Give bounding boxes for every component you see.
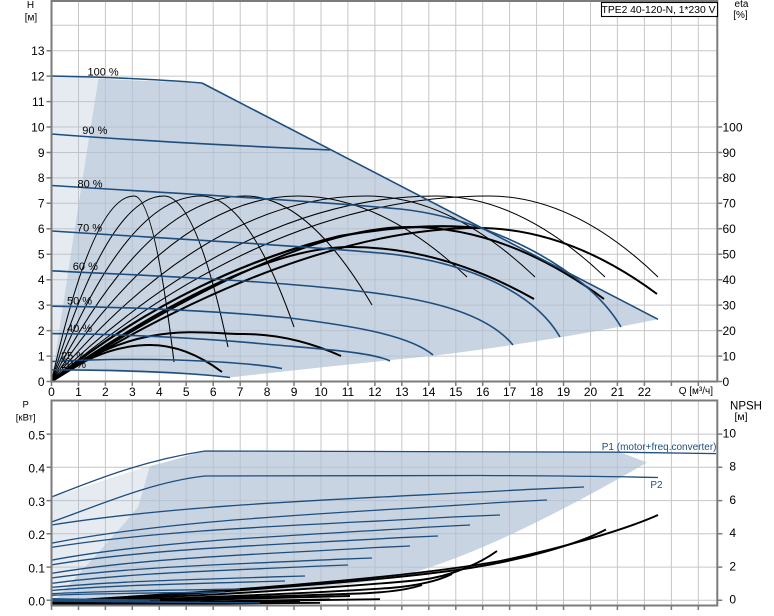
svg-text:8: 8 bbox=[38, 171, 45, 185]
svg-text:60 %: 60 % bbox=[73, 261, 98, 273]
svg-text:40: 40 bbox=[723, 273, 737, 287]
svg-text:16: 16 bbox=[476, 385, 490, 399]
svg-text:P: P bbox=[23, 399, 29, 410]
svg-text:[%]: [%] bbox=[733, 10, 748, 21]
svg-text:90 %: 90 % bbox=[82, 125, 107, 137]
svg-text:0.3: 0.3 bbox=[28, 495, 45, 509]
svg-text:0: 0 bbox=[729, 593, 736, 607]
svg-text:2: 2 bbox=[38, 324, 45, 338]
svg-text:4: 4 bbox=[156, 385, 163, 399]
svg-text:0.1: 0.1 bbox=[28, 561, 45, 575]
svg-text:0.2: 0.2 bbox=[28, 528, 45, 542]
svg-text:8: 8 bbox=[264, 385, 271, 399]
svg-text:25 %: 25 % bbox=[61, 351, 86, 363]
svg-text:9: 9 bbox=[38, 146, 45, 160]
svg-text:2: 2 bbox=[729, 559, 736, 573]
svg-text:12: 12 bbox=[31, 69, 45, 83]
svg-text:7: 7 bbox=[38, 197, 45, 211]
svg-text:14: 14 bbox=[422, 385, 436, 399]
svg-text:90: 90 bbox=[723, 146, 737, 160]
svg-text:H: H bbox=[27, 0, 34, 11]
svg-text:13: 13 bbox=[395, 385, 409, 399]
svg-text:22: 22 bbox=[638, 385, 652, 399]
svg-text:0.5: 0.5 bbox=[28, 428, 45, 442]
svg-text:18: 18 bbox=[530, 385, 544, 399]
svg-text:80: 80 bbox=[723, 171, 737, 185]
svg-text:80 %: 80 % bbox=[78, 178, 103, 190]
svg-text:10: 10 bbox=[31, 120, 45, 134]
svg-text:15: 15 bbox=[449, 385, 463, 399]
svg-text:7: 7 bbox=[237, 385, 244, 399]
svg-text:P2: P2 bbox=[650, 480, 663, 491]
svg-text:60: 60 bbox=[723, 222, 737, 236]
svg-text:19: 19 bbox=[557, 385, 571, 399]
svg-text:P1 (motor+freq.converter): P1 (motor+freq.converter) bbox=[602, 442, 717, 453]
svg-text:4: 4 bbox=[38, 273, 45, 287]
svg-text:11: 11 bbox=[32, 95, 45, 109]
svg-text:100 %: 100 % bbox=[88, 67, 119, 79]
svg-text:100: 100 bbox=[723, 120, 743, 134]
svg-text:20 %: 20 % bbox=[61, 359, 86, 371]
svg-text:NPSH: NPSH bbox=[730, 401, 762, 413]
svg-text:0: 0 bbox=[38, 375, 45, 389]
svg-text:10: 10 bbox=[723, 427, 737, 441]
svg-text:0.4: 0.4 bbox=[28, 462, 45, 476]
svg-text:2: 2 bbox=[102, 385, 109, 399]
svg-text:4: 4 bbox=[729, 526, 736, 540]
svg-text:21: 21 bbox=[611, 385, 625, 399]
svg-text:12: 12 bbox=[368, 385, 382, 399]
svg-text:[кВт]: [кВт] bbox=[16, 412, 36, 423]
svg-text:[м]: [м] bbox=[25, 13, 38, 24]
svg-text:40 %: 40 % bbox=[67, 323, 92, 335]
svg-text:50 %: 50 % bbox=[67, 296, 92, 308]
svg-text:70 %: 70 % bbox=[77, 223, 102, 235]
svg-text:3: 3 bbox=[129, 385, 136, 399]
svg-text:13: 13 bbox=[31, 44, 45, 58]
svg-text:11: 11 bbox=[342, 385, 355, 399]
svg-text:5: 5 bbox=[38, 248, 45, 262]
svg-text:9: 9 bbox=[291, 385, 298, 399]
svg-text:70: 70 bbox=[723, 197, 737, 211]
svg-text:30: 30 bbox=[723, 298, 737, 312]
svg-text:TPE2 40-120-N, 1*230 V: TPE2 40-120-N, 1*230 V bbox=[602, 5, 716, 16]
svg-text:[м]: [м] bbox=[734, 411, 747, 423]
svg-text:10: 10 bbox=[314, 385, 328, 399]
svg-text:10: 10 bbox=[723, 349, 737, 363]
svg-text:eta: eta bbox=[735, 0, 749, 10]
svg-text:5: 5 bbox=[183, 385, 190, 399]
svg-text:1: 1 bbox=[38, 349, 45, 363]
svg-text:17: 17 bbox=[503, 385, 517, 399]
svg-text:20: 20 bbox=[584, 385, 598, 399]
svg-text:6: 6 bbox=[729, 493, 736, 507]
svg-text:0: 0 bbox=[48, 385, 55, 399]
svg-text:20: 20 bbox=[723, 324, 737, 338]
svg-text:3: 3 bbox=[38, 298, 45, 312]
svg-text:0.0: 0.0 bbox=[28, 595, 45, 609]
svg-text:Q [м³/ч]: Q [м³/ч] bbox=[679, 386, 714, 397]
svg-text:6: 6 bbox=[38, 222, 45, 236]
svg-text:1: 1 bbox=[75, 385, 82, 399]
svg-text:8: 8 bbox=[729, 460, 736, 474]
svg-text:50: 50 bbox=[723, 248, 737, 262]
svg-text:0: 0 bbox=[723, 375, 730, 389]
svg-text:6: 6 bbox=[210, 385, 217, 399]
